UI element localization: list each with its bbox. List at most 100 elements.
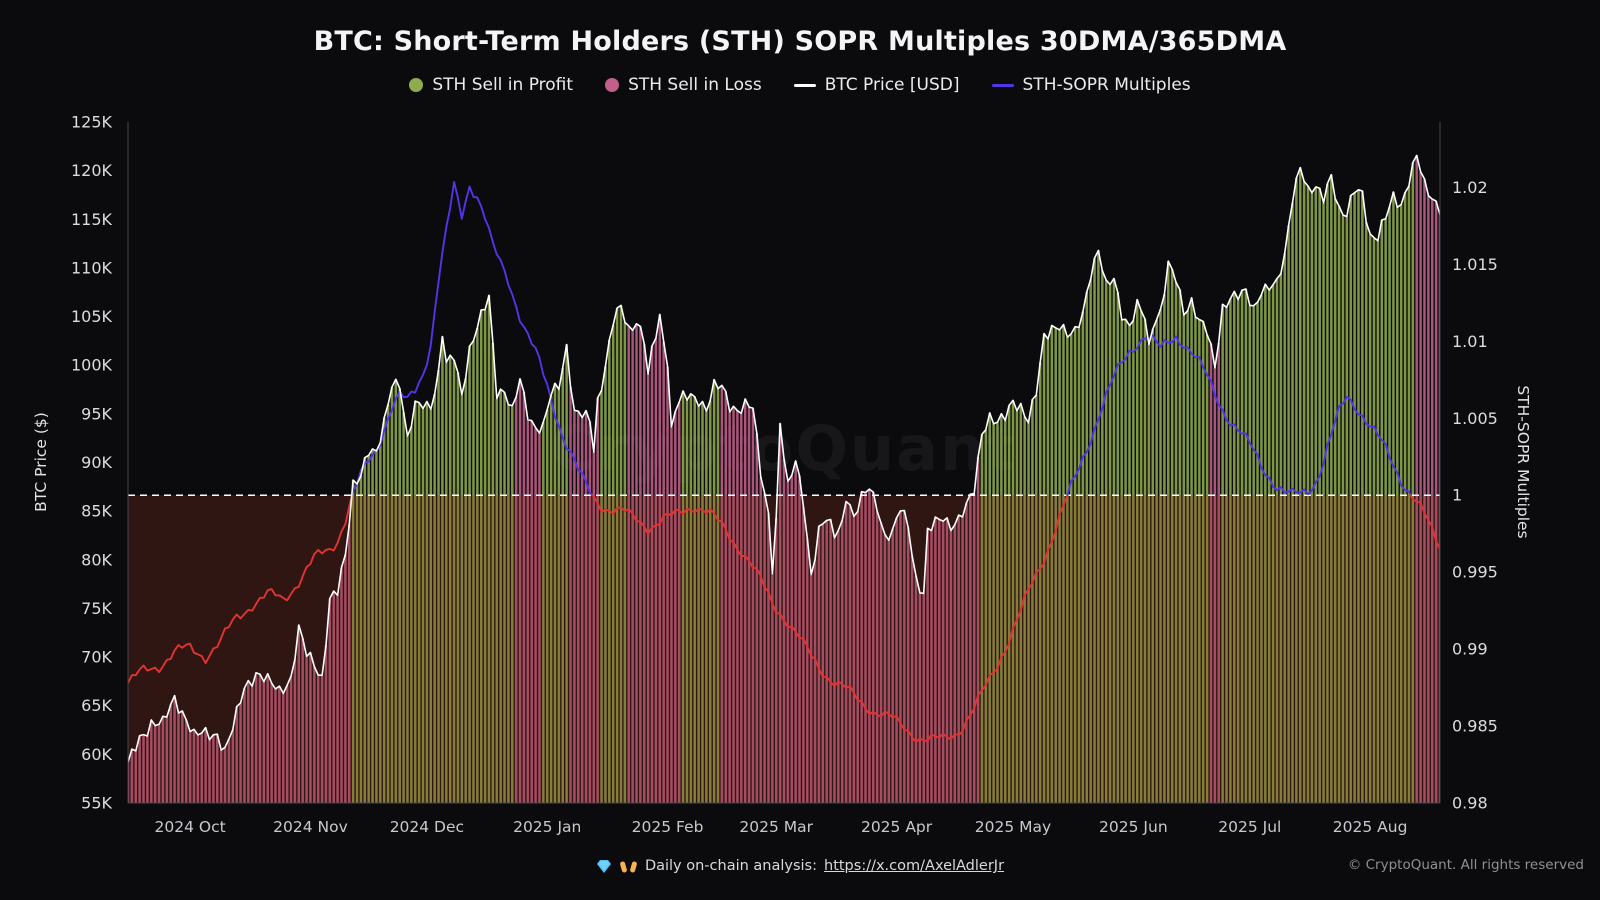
bar xyxy=(709,400,712,803)
bar xyxy=(844,501,848,803)
y-axis-left-tick: 80K xyxy=(81,550,112,569)
bar xyxy=(413,401,417,803)
bar xyxy=(351,480,355,803)
bar xyxy=(511,405,514,803)
bar xyxy=(534,427,537,803)
bar xyxy=(677,402,681,803)
bar xyxy=(1128,325,1131,803)
bar xyxy=(969,494,972,803)
bar xyxy=(1415,155,1418,803)
bar xyxy=(631,330,634,803)
bar xyxy=(1349,195,1352,803)
bar xyxy=(697,406,700,803)
bar xyxy=(138,735,141,803)
bar xyxy=(169,704,172,803)
bar xyxy=(1104,280,1108,803)
y-axis-right-tick: 1 xyxy=(1452,486,1462,505)
bar xyxy=(1081,311,1085,803)
bar xyxy=(340,567,343,803)
bar xyxy=(1167,261,1170,803)
bar xyxy=(852,516,856,803)
bar xyxy=(1372,237,1376,803)
bar xyxy=(1023,416,1026,803)
bar xyxy=(817,526,821,803)
bar xyxy=(1093,258,1096,803)
bar xyxy=(728,411,731,803)
bar xyxy=(1248,305,1252,803)
bar xyxy=(1275,278,1279,803)
footer-text: Daily on-chain analysis: xyxy=(644,858,817,874)
bar xyxy=(212,734,215,803)
bar xyxy=(433,393,436,803)
bar xyxy=(1252,305,1255,803)
bar xyxy=(980,434,984,803)
bar xyxy=(1337,206,1341,803)
bar xyxy=(390,386,394,803)
bar xyxy=(1007,405,1011,803)
bar xyxy=(150,719,153,803)
bar xyxy=(235,706,238,803)
bar xyxy=(266,673,269,803)
bar xyxy=(802,506,805,803)
bar xyxy=(868,489,871,803)
bar xyxy=(604,366,607,803)
bar xyxy=(1279,273,1283,803)
bar xyxy=(996,422,999,803)
legend-label: STH-SOPR Multiples xyxy=(1022,75,1191,95)
bar xyxy=(437,369,440,803)
bar xyxy=(1073,326,1077,803)
y-axis-left-tick: 75K xyxy=(81,599,112,618)
y-axis-left-tick: 115K xyxy=(71,210,113,229)
bar xyxy=(643,344,646,803)
analyst-link[interactable]: https://x.com/AxelAdlerJr xyxy=(824,858,1005,874)
bar xyxy=(375,450,378,803)
sopr-line-below xyxy=(128,494,353,684)
bar xyxy=(1240,290,1244,803)
bar xyxy=(619,305,623,803)
y-axis-right-tick: 0.99 xyxy=(1452,640,1488,659)
bar xyxy=(1194,317,1197,803)
y-axis-left-tick: 95K xyxy=(81,404,112,423)
bar xyxy=(483,309,487,803)
gem-icon xyxy=(596,859,611,873)
bar xyxy=(755,433,759,803)
bar xyxy=(146,736,149,803)
bar xyxy=(1403,192,1407,803)
bar xyxy=(142,734,145,803)
y-axis-left-tick: 70K xyxy=(81,648,112,667)
bar xyxy=(681,390,685,803)
legend-item: BTC Price [USD] xyxy=(793,75,960,95)
bar xyxy=(1159,309,1162,803)
bar xyxy=(1217,342,1220,803)
bar xyxy=(491,342,495,803)
bar xyxy=(1256,302,1259,803)
x-axis-tick: 2024 Dec xyxy=(390,818,464,836)
bar xyxy=(976,456,980,803)
bar xyxy=(1233,291,1236,803)
bar xyxy=(1326,183,1329,803)
bar xyxy=(1330,174,1333,803)
legend-line-swatch xyxy=(991,83,1014,87)
bar xyxy=(635,323,638,803)
bar xyxy=(1058,329,1061,803)
bar xyxy=(487,295,491,803)
bar xyxy=(514,396,518,803)
bar xyxy=(1155,319,1158,803)
bar xyxy=(557,389,561,803)
bar xyxy=(1271,284,1275,803)
bar xyxy=(219,750,223,803)
bar xyxy=(736,410,739,803)
bar xyxy=(153,725,157,803)
bar xyxy=(1062,324,1065,803)
bar xyxy=(1066,337,1069,803)
bar xyxy=(1116,292,1120,803)
bar xyxy=(425,401,429,803)
bar xyxy=(712,379,716,803)
bar xyxy=(332,591,335,803)
bar xyxy=(693,396,696,803)
bar xyxy=(1388,206,1391,803)
bar xyxy=(1019,403,1023,803)
raised-hands-icon xyxy=(620,861,637,872)
bar xyxy=(600,390,603,803)
